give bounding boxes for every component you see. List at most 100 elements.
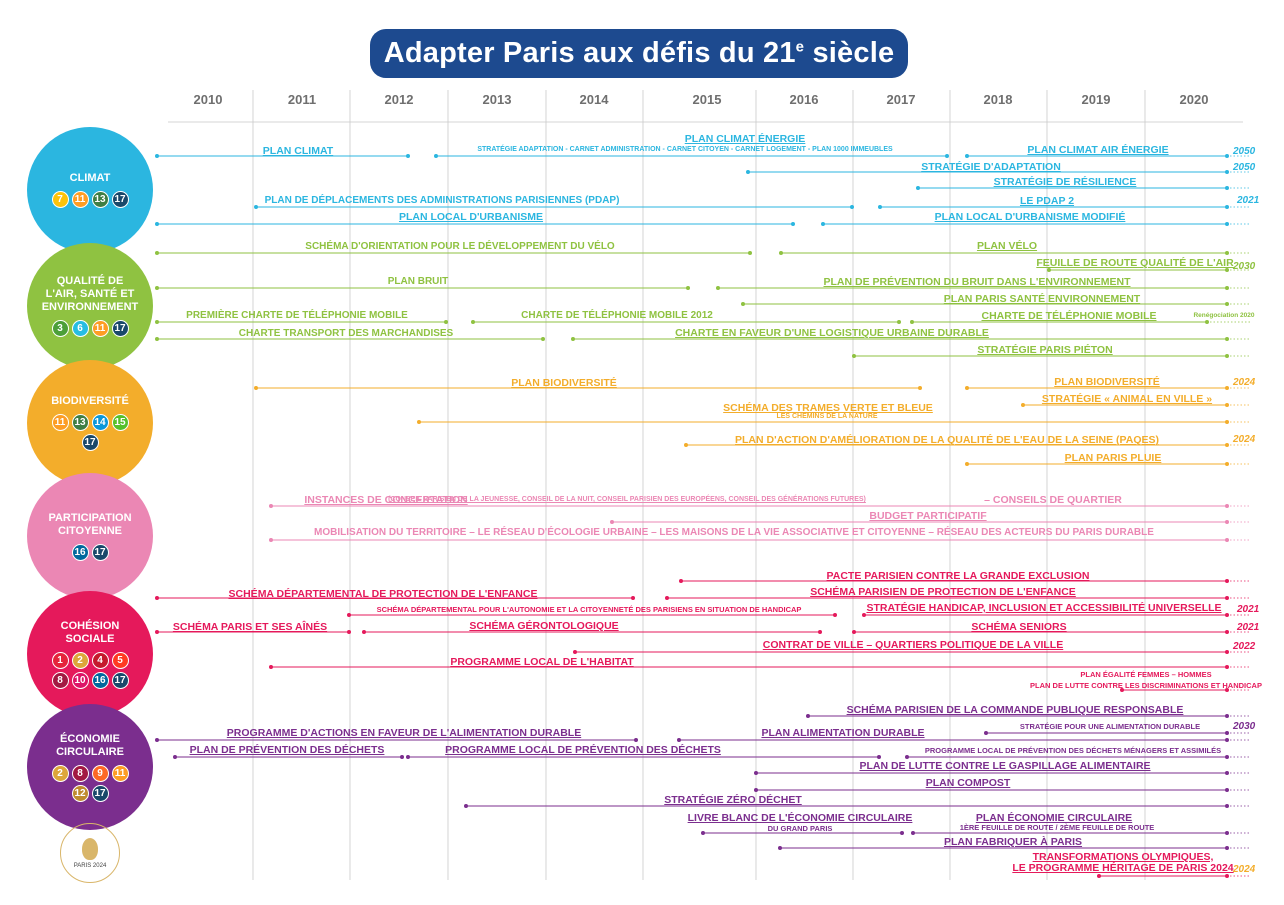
sdg-badge-12: 12 (71, 784, 89, 802)
timeline-dot (155, 596, 159, 600)
end-year: 2024 (1233, 434, 1256, 445)
timeline-dot (1225, 688, 1229, 692)
program-label: PLAN ÉGALITÉ FEMMES – HOMMES (1080, 670, 1212, 679)
timeline-dot (155, 154, 159, 158)
program-label: STRATÉGIE PARIS PIÉTON (977, 344, 1113, 356)
program-label: PLAN CLIMAT AIR ÉNERGIE (1027, 144, 1169, 156)
timeline-dot (362, 630, 366, 634)
sdg-badge-16: 16 (91, 671, 109, 689)
timeline-dot (1225, 579, 1229, 583)
timeline-dot (1021, 403, 1025, 407)
end-year: 2022 (1233, 641, 1256, 652)
end-year: 2024 (1233, 377, 1256, 388)
timeline-dot (254, 205, 258, 209)
year-2016: 2016 (789, 92, 819, 107)
timeline-dot (1225, 504, 1229, 508)
sdg-badges: 3 6 11 17 (45, 320, 135, 337)
timeline-dot (1225, 613, 1229, 617)
timeline-dot (417, 420, 421, 424)
sdg-badge-17: 17 (111, 671, 129, 689)
timeline-dot (716, 286, 720, 290)
sdg-badge-17: 17 (111, 191, 129, 208)
timeline-dot (916, 186, 920, 190)
program-label: STRATÉGIE HANDICAP, INCLUSION ET ACCESSI… (866, 602, 1222, 614)
timeline-dot (1225, 846, 1229, 850)
program-label: PLAN PARIS SANTÉ ENVIRONNEMENT (943, 293, 1141, 305)
timeline-dot (1225, 665, 1229, 669)
timeline-dot (701, 831, 705, 835)
program-label: STRATÉGIE ADAPTATION - CARNET ADMINISTRA… (477, 146, 893, 153)
timeline-dot (444, 320, 448, 324)
program-label: PLAN COMPOST (925, 777, 1011, 789)
sdg-badge-9: 9 (91, 764, 109, 782)
program-label: PROGRAMME LOCAL DE PRÉVENTION DES DÉCHET… (445, 744, 721, 756)
timeline-dot (779, 251, 783, 255)
category-eco: ÉCONOMIE CIRCULAIRE 2 8 9 11 12 17 (27, 704, 153, 830)
program-label: CONTRAT DE VILLE – QUARTIERS POLITIQUE D… (762, 639, 1064, 651)
timeline-dot (918, 386, 922, 390)
sdg-badges: 11 13 14 15 17 (45, 414, 135, 451)
sdg-badge-17: 17 (81, 434, 99, 451)
program-label: STRATÉGIE DE RÉSILIENCE (993, 176, 1137, 188)
sdg-badge-8: 8 (51, 671, 69, 689)
timeline-dot (1225, 170, 1229, 174)
program-label: SCHÉMA DES TRAMES VERTE ET BLEUE (723, 402, 933, 414)
end-year: 2030 (1233, 721, 1256, 732)
program-label: PLAN BRUIT (387, 276, 449, 287)
program-label: SCHÉMA PARIS ET SES AÎNÉS (172, 621, 328, 633)
timeline-dot (965, 462, 969, 466)
timeline-dot (684, 443, 688, 447)
timeline-dot (269, 538, 273, 542)
paris-2024-logo: PARIS 2024 (60, 823, 120, 883)
program-label: PREMIÈRE CHARTE DE TÉLÉPHONIE MOBILE (186, 310, 408, 321)
timeline-dot (965, 154, 969, 158)
timeline-dot (1225, 337, 1229, 341)
timeline-dot (155, 320, 159, 324)
timeline-dot (541, 337, 545, 341)
program-label: MOBILISATION DU TERRITOIRE – LE RÉSEAU D… (314, 527, 1154, 538)
timeline-dot (1225, 874, 1229, 878)
category-climat: CLIMAT 7 11 13 17 (27, 127, 153, 253)
program-label: PLAN DE LUTTE CONTRE LES DISCRIMINATIONS… (1030, 681, 1262, 690)
program-label: CHARTE DE TÉLÉPHONIE MOBILE 2012 (521, 310, 713, 321)
sdg-badge-4: 4 (91, 651, 109, 669)
program-label: PLAN D'ACTION D'AMÉLIORATION DE LA QUALI… (735, 434, 1159, 446)
program-label: STRATÉGIE ZÉRO DÉCHET (664, 794, 802, 806)
category-name: COHÉSION SOCIALE (60, 619, 120, 645)
timeline-dot (852, 630, 856, 634)
sdg-badge-13: 13 (91, 191, 109, 208)
sdg-badge-14: 14 (91, 414, 109, 431)
timeline-dot (347, 630, 351, 634)
sdg-badge-2: 2 (71, 651, 89, 669)
timeline-dot (573, 650, 577, 654)
timeline-dot (1225, 462, 1229, 466)
sdg-badges: 1 2 4 5 8 10 16 17 (45, 651, 135, 689)
program-label: PLAN ÉCONOMIE CIRCULAIRE (975, 812, 1133, 824)
timeline-dot (1225, 286, 1229, 290)
program-label: LE PROGRAMME HÉRITAGE DE PARIS 2024 (1012, 862, 1234, 874)
category-name: BIODIVERSITÉ (51, 395, 129, 407)
program-label: PROGRAMME D'ACTIONS EN FAVEUR DE L'ALIME… (226, 727, 582, 739)
end-year: 2021 (1237, 195, 1260, 206)
timeline-dot (1225, 443, 1229, 447)
timeline-dot (1120, 688, 1124, 692)
timeline-dot (945, 154, 949, 158)
timeline-dot (1097, 874, 1101, 878)
year-2014: 2014 (579, 92, 609, 107)
logo-text: PARIS 2024 (73, 862, 107, 869)
timeline-dot (1225, 154, 1229, 158)
timeline-dot (905, 755, 909, 759)
sdg-badge-17: 17 (91, 543, 109, 561)
sdg-badge-3: 3 (51, 320, 69, 337)
timeline-dot (269, 504, 273, 508)
timeline-dot (1225, 714, 1229, 718)
program-label: PLAN BIODIVERSITÉ (1054, 376, 1160, 388)
sdg-badge-5: 5 (111, 651, 129, 669)
timeline-dot (1225, 251, 1229, 255)
timeline-dot (821, 222, 825, 226)
timeline-dot (269, 665, 273, 669)
program-label: PLAN VÉLO (976, 240, 1038, 252)
program-label: PLAN LOCAL D'URBANISME MODIFIÉ (934, 211, 1126, 223)
program-label: SCHÉMA DÉPARTEMENTAL DE PROTECTION DE L'… (228, 588, 538, 600)
